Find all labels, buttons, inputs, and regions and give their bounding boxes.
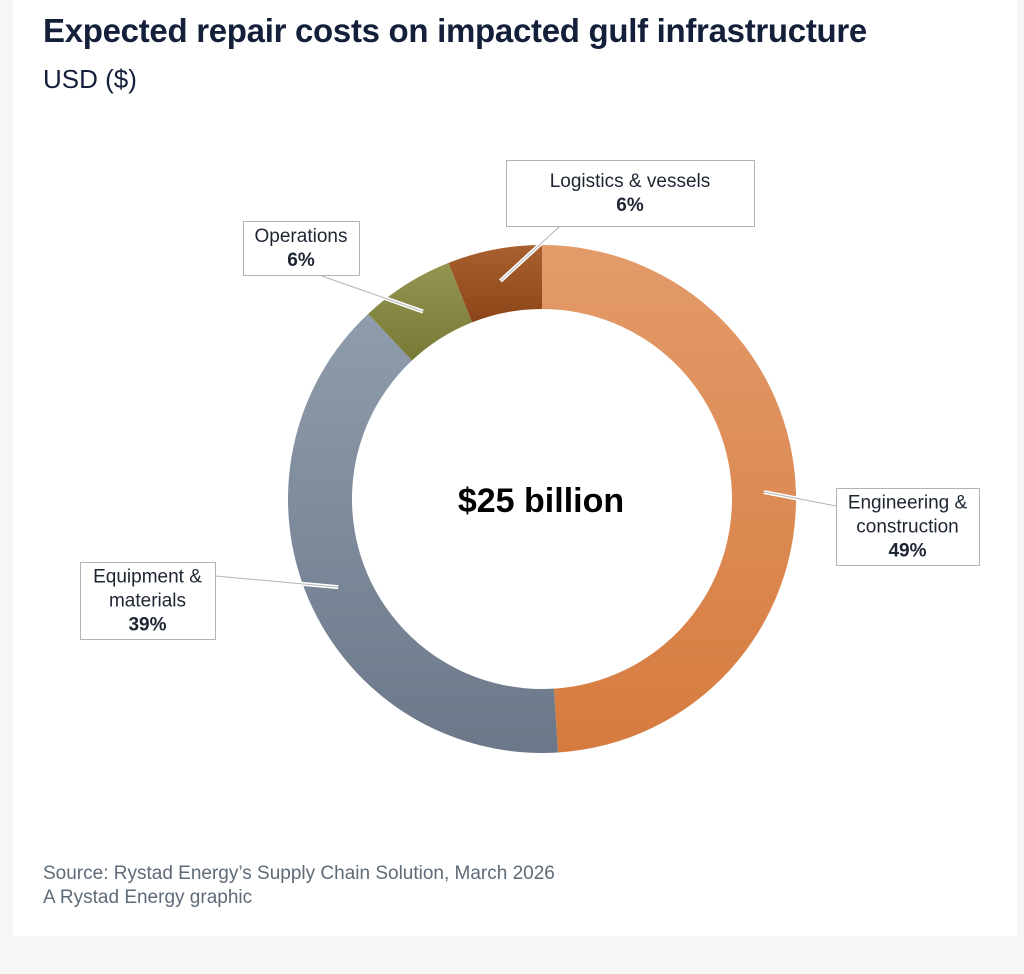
donut-center-total: $25 billion (458, 482, 624, 520)
callout-leader (318, 274, 424, 313)
chart-title: Expected repair costs on impacted gulf i… (43, 12, 867, 49)
callout-label: Operations (255, 226, 348, 247)
callout-value: 49% (888, 541, 926, 562)
credit-line: A Rystad Energy graphic (43, 887, 253, 908)
callout-leader (763, 491, 837, 507)
callout-label: construction (856, 517, 958, 538)
callout-label: Equipment & (93, 567, 202, 588)
source-note: Source: Rystad Energy’s Supply Chain Sol… (43, 862, 555, 910)
donut-slice-equipment-materials (288, 313, 558, 753)
callout-label: Engineering & (848, 493, 968, 514)
donut-slice-engineering-construction (542, 245, 796, 753)
callout-value: 39% (128, 615, 166, 636)
callout-operations: Operations 6% (243, 221, 360, 276)
callout-equipment-materials: Equipment & materials 39% (80, 562, 216, 640)
source-line: Source: Rystad Energy’s Supply Chain Sol… (43, 863, 555, 884)
callout-leader (214, 575, 339, 588)
chart-subtitle: USD ($) (43, 64, 137, 94)
callout-label: Logistics & vessels (550, 171, 711, 192)
callout-label: materials (109, 591, 186, 612)
callout-leader (500, 225, 561, 282)
callout-value: 6% (287, 250, 315, 271)
callout-value: 6% (616, 195, 644, 216)
chart-card (13, 0, 1017, 936)
callout-engineering-construction: Engineering & construction 49% (836, 488, 980, 566)
callout-logistics-vessels: Logistics & vessels 6% (506, 160, 755, 227)
